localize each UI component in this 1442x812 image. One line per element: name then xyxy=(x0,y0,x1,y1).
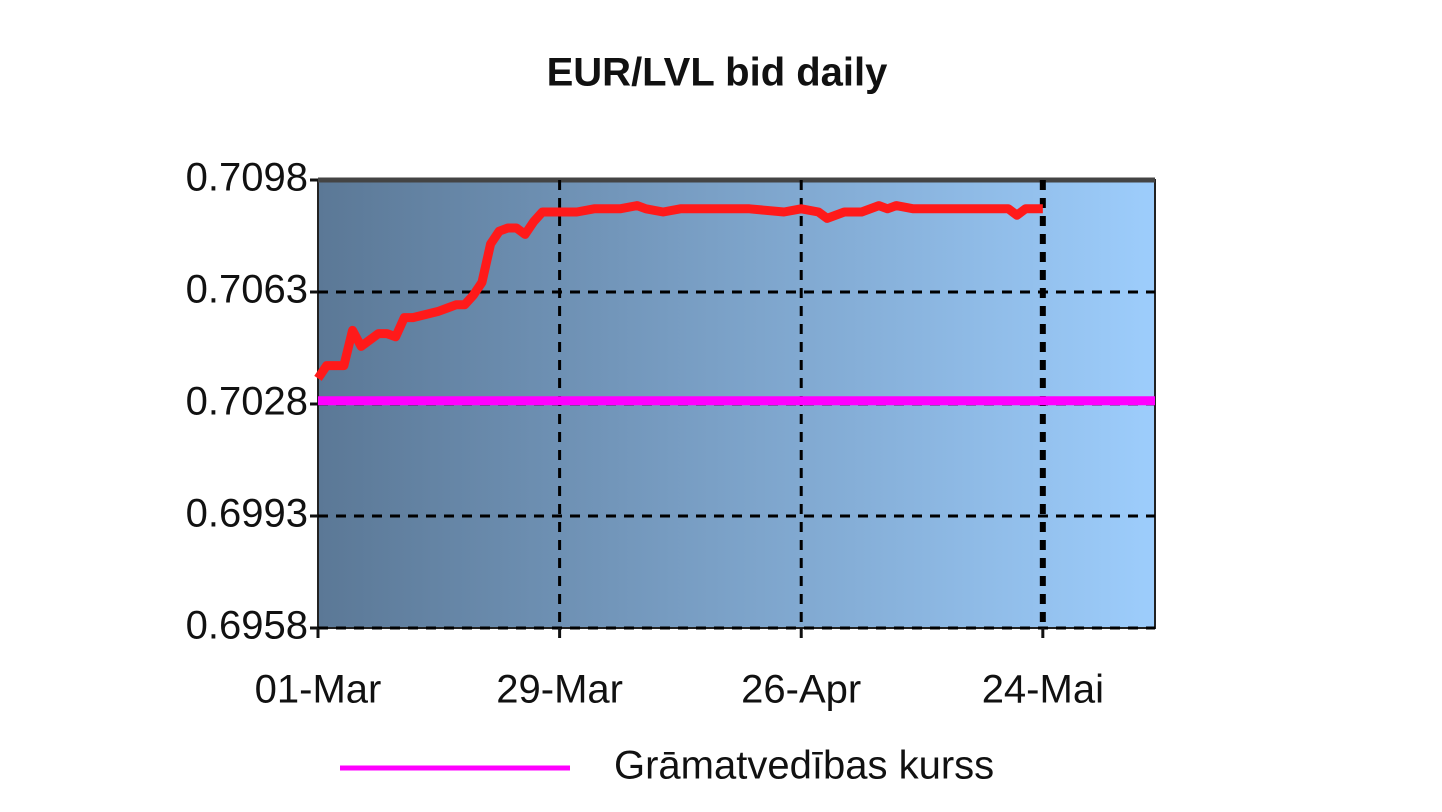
data-line xyxy=(314,201,1043,381)
y-tick-label: 0.7098 xyxy=(186,156,308,200)
y-tick-label: 0.6958 xyxy=(186,604,308,648)
y-tick-label: 0.6993 xyxy=(186,492,308,536)
chart-title: EUR/LVL bid daily xyxy=(547,51,889,95)
x-tick-label: 29-Mar xyxy=(496,668,623,712)
y-tick-label: 0.7063 xyxy=(186,268,308,312)
legend-label: Grāmatvedības kurss xyxy=(614,744,994,788)
x-tick-label: 01-Mar xyxy=(255,668,382,712)
x-tick-label: 26-Apr xyxy=(741,668,861,712)
y-tick-label: 0.7028 xyxy=(186,380,308,424)
x-tick-label: 24-Mai xyxy=(982,668,1104,712)
